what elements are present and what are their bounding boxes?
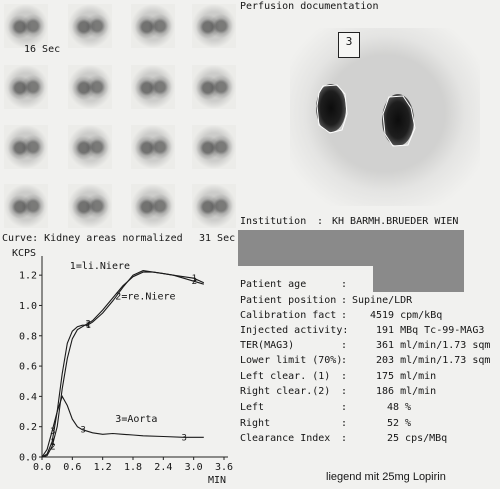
frame-thumbnail (68, 184, 112, 228)
info-label: Right clear.(2) (240, 386, 331, 397)
info-value: 186 ml/min (376, 386, 437, 397)
info-colon: : (341, 295, 348, 306)
x-tick-label: 1.2 (94, 462, 112, 473)
y-tick-label: 0.6 (19, 362, 37, 373)
series-marker: 1 (86, 321, 91, 331)
series-label: 2=re.Niere (115, 291, 175, 302)
frame-thumbnail (68, 125, 112, 169)
series-line (41, 395, 204, 458)
frame-thumbnail (131, 125, 175, 169)
institution-label: Institution (240, 216, 307, 227)
x-tick-label: 3.0 (185, 462, 203, 473)
x-tick-label: 3.6 (215, 462, 233, 473)
series-label: 1=li.Niere (70, 261, 130, 272)
info-colon: : (341, 310, 348, 321)
series-marker: 3 (80, 426, 85, 436)
series-marker: 1 (192, 274, 197, 284)
info-colon: : (341, 418, 348, 429)
info-colon: : (341, 355, 348, 366)
y-tick-label: 0.4 (19, 392, 37, 403)
x-tick-label: 1.8 (124, 462, 142, 473)
frame-thumbnail (68, 65, 112, 109)
info-label: Injected activity: (240, 325, 349, 336)
institution-value: KH BARMH.BRUEDER WIEN (332, 216, 459, 227)
info-label: Left (240, 402, 265, 413)
y-axis-label: KCPS (12, 248, 36, 259)
redacted-patient-name (238, 230, 464, 266)
frame-thumbnail (131, 65, 175, 109)
info-label: Patient position (240, 295, 337, 306)
frame-thumbnail (192, 65, 236, 109)
frame-number: 3 (345, 35, 353, 48)
footer-note: liegend mit 25mg Lopirin (326, 471, 446, 483)
series-marker: 2 (50, 442, 55, 452)
institution-colon: : (317, 216, 324, 227)
info-value: 175 ml/min (376, 371, 437, 382)
info-label: Lower limit (70%) (240, 355, 343, 366)
series-marker: 2 (86, 320, 91, 330)
kidney-roi-overlay (316, 84, 416, 147)
frame-thumbnail (192, 125, 236, 169)
page-title: Perfusion documentation (240, 1, 379, 12)
info-label: Right (240, 418, 271, 429)
series-label: 3=Aorta (115, 414, 157, 425)
frame-thumbnail (4, 4, 48, 48)
info-label: Calibration fact (240, 310, 337, 321)
frame-thumbnail (4, 184, 48, 228)
redacted-patient-age (373, 266, 464, 292)
frame-number-box: 3 (338, 32, 360, 58)
frame-thumbnail (131, 4, 175, 48)
frame-thumbnail (4, 125, 48, 169)
series-marker: 2 (192, 277, 197, 287)
y-tick-label: 1.0 (19, 301, 37, 312)
y-tick-label: 0.2 (19, 422, 37, 433)
x-tick-label: 0.6 (63, 462, 81, 473)
series-line (41, 271, 204, 458)
renogram-chart: 0.0 0.2 0.4 0.6 0.8 1.0 1.2 0.0 0.6 1.2 1.8 2.4 3.0 3… (12, 248, 233, 486)
right-kidney-roi (382, 95, 416, 147)
frame-time-label: 16 Sec (24, 44, 61, 55)
info-label: Left clear. (1) (240, 371, 331, 382)
info-value: 52 % (387, 418, 412, 429)
x-axis-label: MIN (208, 475, 226, 486)
series-marker: 3 (182, 433, 187, 443)
info-colon: : (341, 433, 348, 444)
info-value: 191 MBq Tc-99-MAG3 (376, 325, 485, 336)
info-value: 48 % (387, 402, 412, 413)
info-label: Patient age (240, 279, 307, 290)
info-value: 203 ml/min/1.73 sqm (376, 355, 491, 366)
frame-thumbnail (131, 184, 175, 228)
info-value: 361 ml/min/1.73 sqm (376, 340, 491, 351)
info-label: TER(MAG3) (240, 340, 295, 351)
x-tick-label: 0.0 (33, 462, 51, 473)
chart-axes: 0.0 0.2 0.4 0.6 0.8 1.0 1.2 0.0 0.6 1.2 1.8 2.4 3.0 3… (19, 256, 233, 473)
info-colon: : (341, 371, 348, 382)
right-kidney-region (382, 94, 414, 146)
info-colon: : (341, 402, 348, 413)
left-kidney-roi (316, 84, 348, 134)
frame-end-time-label: 31 Sec (199, 233, 236, 244)
info-colon: : (341, 386, 348, 397)
y-tick-label: 0.0 (19, 453, 37, 464)
frame-thumbnail (68, 4, 112, 48)
y-tick-label: 0.8 (19, 331, 37, 342)
frame-thumbnail (192, 184, 236, 228)
info-colon: : (341, 340, 348, 351)
info-colon: : (341, 279, 348, 290)
perfusion-image (290, 28, 480, 206)
curve-caption: Curve: Kidney areas normalized (2, 233, 183, 244)
info-value: 4519 cpm/kBq (370, 310, 443, 321)
info-value: Supine/LDR (352, 295, 413, 306)
frame-thumbnail (192, 4, 236, 48)
info-value: 25 cps/MBq (387, 433, 448, 444)
x-tick-label: 2.4 (154, 462, 172, 473)
info-label: Clearance Index (240, 433, 331, 444)
frame-thumbnail (4, 65, 48, 109)
left-kidney-region (316, 84, 346, 132)
y-tick-label: 1.2 (19, 271, 37, 282)
series-marker: 3 (50, 427, 55, 437)
